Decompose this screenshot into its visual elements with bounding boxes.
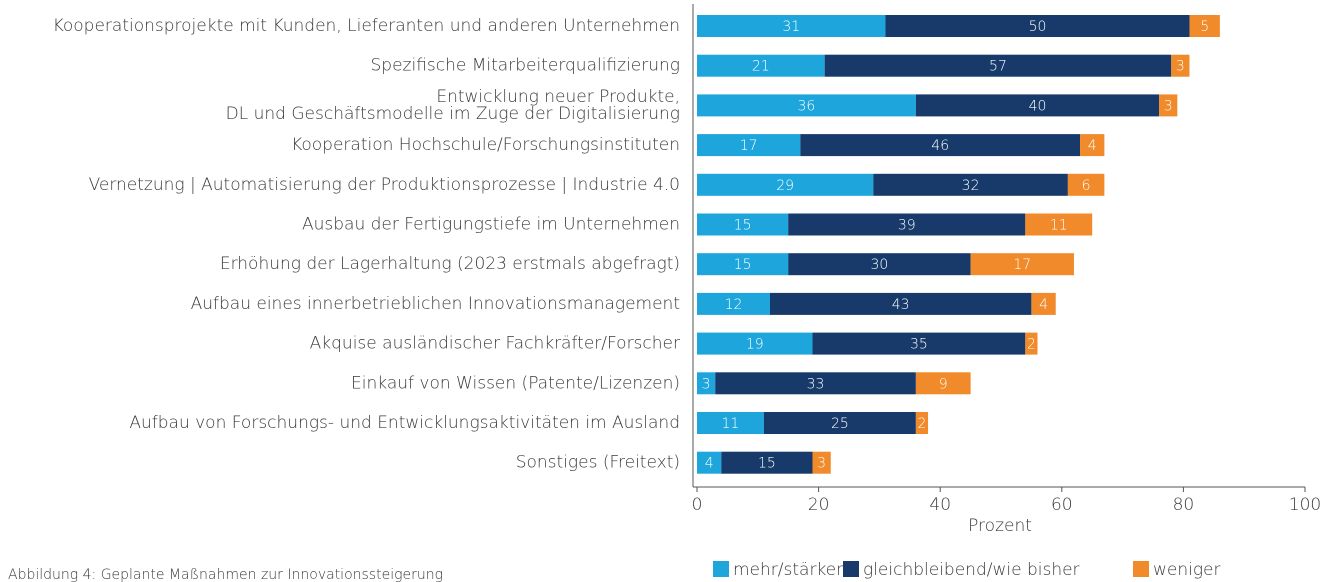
legend-label: mehr/stärker bbox=[733, 560, 843, 580]
x-tick-label: 20 bbox=[808, 495, 830, 515]
value-label: 40 bbox=[1029, 98, 1047, 114]
value-label: 19 bbox=[746, 337, 764, 353]
bar-segment bbox=[697, 292, 770, 315]
value-label: 9 bbox=[939, 376, 948, 392]
value-label: 25 bbox=[831, 416, 849, 432]
value-label: 21 bbox=[752, 59, 770, 75]
value-label: 30 bbox=[870, 257, 888, 273]
value-label: 4 bbox=[1088, 138, 1097, 154]
value-label: 3 bbox=[817, 456, 826, 472]
bar-segment bbox=[788, 253, 971, 276]
value-label: 6 bbox=[1082, 178, 1091, 194]
bar-segment bbox=[697, 173, 874, 196]
value-label: 15 bbox=[758, 456, 776, 472]
value-label: 11 bbox=[1050, 218, 1068, 234]
value-label: 31 bbox=[782, 19, 800, 35]
bar-segment bbox=[697, 134, 801, 157]
value-label: 32 bbox=[962, 178, 980, 194]
bar-segment bbox=[915, 94, 1160, 117]
category-label: Erhöhung der Lagerhaltung (2023 erstmals… bbox=[220, 254, 680, 274]
bar-segment bbox=[1159, 94, 1178, 117]
category-label: Akquise ausländischer Fachkräfter/Forsch… bbox=[310, 334, 680, 354]
category-label: Kooperationsprojekte mit Kunden, Liefera… bbox=[53, 16, 680, 36]
bar-segment bbox=[915, 412, 929, 434]
bar-segment bbox=[873, 173, 1068, 196]
value-label: 3 bbox=[1176, 59, 1185, 75]
value-label: 50 bbox=[1029, 19, 1047, 35]
value-label: 4 bbox=[1039, 297, 1048, 313]
bar-segment bbox=[697, 372, 716, 395]
bar-segment bbox=[1067, 173, 1105, 196]
bar-segment bbox=[885, 15, 1190, 37]
legend-label: weniger bbox=[1153, 560, 1221, 580]
bar-segment bbox=[697, 253, 789, 276]
bar-segment bbox=[788, 213, 1026, 236]
value-label: 35 bbox=[910, 337, 928, 353]
legend-swatch bbox=[843, 561, 859, 577]
bar-segment bbox=[1171, 54, 1190, 77]
bar-segment bbox=[915, 372, 971, 395]
bar-segment bbox=[763, 412, 916, 434]
value-label: 33 bbox=[807, 376, 825, 392]
legend-label: gleichbleibend/wie bisher bbox=[863, 560, 1080, 580]
value-label: 17 bbox=[740, 138, 758, 154]
bar-segment bbox=[697, 412, 764, 434]
bar-segment bbox=[697, 15, 886, 37]
category-label: Einkauf von Wissen (Patente/Lizenzen) bbox=[351, 373, 680, 393]
bar-segment bbox=[1025, 332, 1038, 355]
bar-segment bbox=[1080, 134, 1105, 157]
bar-segment bbox=[970, 253, 1074, 276]
value-label: 11 bbox=[722, 416, 740, 432]
bar-segment bbox=[697, 94, 916, 117]
bar-segment bbox=[800, 134, 1081, 157]
category-label: Kooperation Hochschule/Forschungsinstitu… bbox=[291, 135, 680, 155]
value-label: 39 bbox=[898, 218, 916, 234]
value-label: 5 bbox=[1200, 19, 1209, 35]
bar-segment bbox=[697, 213, 789, 236]
bar-segment bbox=[812, 332, 1026, 355]
value-label: 2 bbox=[917, 416, 926, 432]
bar-segment bbox=[721, 451, 813, 474]
category-label: Aufbau eines innerbetrieblichen Innovati… bbox=[191, 294, 680, 314]
value-label: 17 bbox=[1013, 257, 1031, 273]
legend-swatch bbox=[713, 561, 729, 577]
bar-segment bbox=[769, 292, 1032, 315]
bar-segment bbox=[1031, 292, 1056, 315]
x-axis-label: Prozent bbox=[968, 516, 1032, 536]
x-tick-label: 100 bbox=[1289, 495, 1321, 515]
value-label: 15 bbox=[734, 218, 752, 234]
bar-segment bbox=[812, 451, 831, 474]
bar-segment bbox=[1025, 213, 1093, 236]
bar-segment bbox=[697, 54, 825, 77]
value-label: 12 bbox=[725, 297, 743, 313]
legend-swatch bbox=[1133, 561, 1149, 577]
value-label: 36 bbox=[798, 98, 816, 114]
value-label: 4 bbox=[705, 456, 714, 472]
category-label: Aufbau von Forschungs- und Entwicklungsa… bbox=[129, 413, 680, 433]
x-tick-label: 60 bbox=[1051, 495, 1073, 515]
category-label: Sonstiges (Freitext) bbox=[516, 453, 680, 473]
value-label: 57 bbox=[989, 59, 1007, 75]
value-label: 3 bbox=[1164, 98, 1173, 114]
value-label: 2 bbox=[1027, 337, 1036, 353]
x-tick-label: 0 bbox=[692, 495, 703, 515]
bar-segment bbox=[715, 372, 916, 395]
category-label: Entwicklung neuer Produkte, DL und Geschä… bbox=[226, 87, 680, 124]
category-label: Ausbau der Fertigungstiefe im Unternehme… bbox=[302, 215, 680, 235]
x-tick-label: 40 bbox=[929, 495, 951, 515]
value-label: 15 bbox=[734, 257, 752, 273]
bar-segment bbox=[824, 54, 1172, 77]
bar-segment bbox=[1189, 15, 1220, 37]
bar-segment bbox=[697, 451, 722, 474]
caption: Abbildung 4: Geplante Maßnahmen zur Inno… bbox=[8, 567, 443, 582]
value-label: 46 bbox=[931, 138, 949, 154]
value-label: 43 bbox=[892, 297, 910, 313]
bar-segment bbox=[697, 332, 813, 355]
value-label: 3 bbox=[702, 376, 711, 392]
x-tick-label: 80 bbox=[1173, 495, 1195, 515]
value-label: 29 bbox=[776, 178, 794, 194]
category-label: Spezifische Mitarbeiterqualifizierung bbox=[371, 56, 680, 76]
category-label: Vernetzung | Automatisierung der Produkt… bbox=[89, 175, 680, 195]
